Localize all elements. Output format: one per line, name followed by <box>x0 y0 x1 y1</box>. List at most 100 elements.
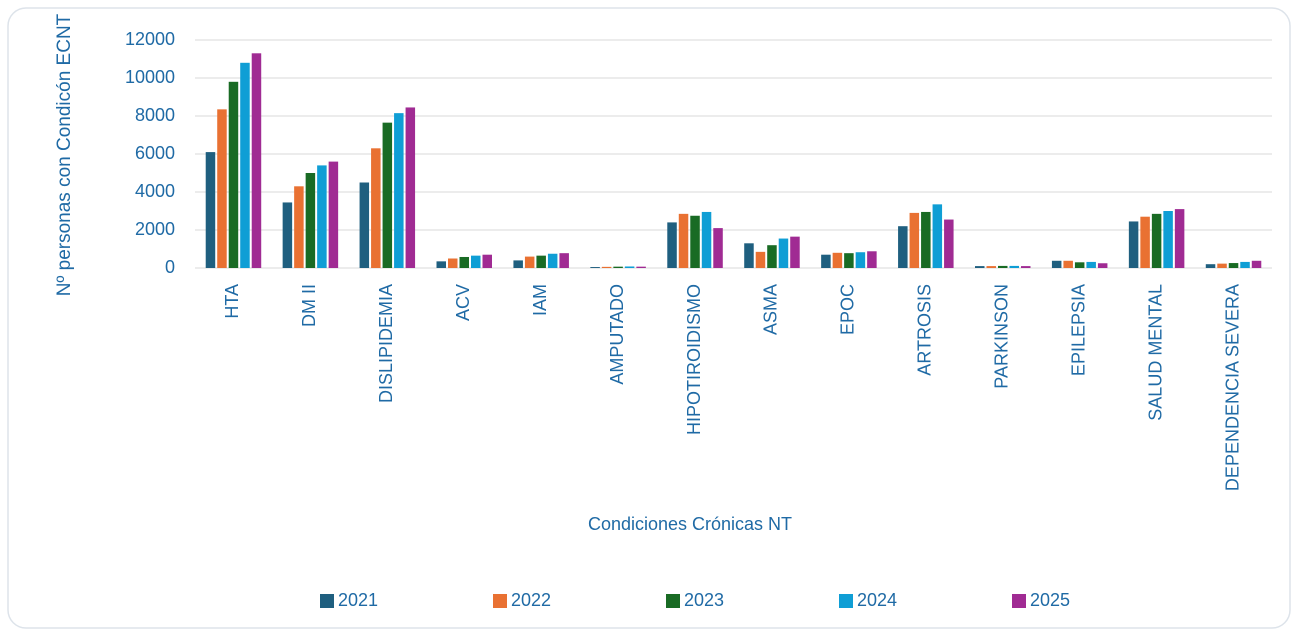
bar <box>524 256 535 268</box>
bar <box>613 266 623 268</box>
bar <box>282 202 293 268</box>
x-tick-label: ARTROSIS <box>915 284 935 376</box>
y-tick-label: 8000 <box>135 105 175 125</box>
x-tick-label: DISLIPIDEMIA <box>376 284 396 403</box>
bar <box>844 253 854 268</box>
bar <box>240 62 250 268</box>
bar <box>790 236 800 268</box>
x-tick-label: HTA <box>222 284 242 319</box>
bar <box>405 107 416 268</box>
bar <box>1063 260 1073 268</box>
bar <box>1021 266 1031 268</box>
bar <box>855 252 866 268</box>
bar <box>755 251 766 268</box>
bar <box>459 256 469 268</box>
y-tick-label: 0 <box>165 257 175 277</box>
bar <box>590 267 600 268</box>
bar <box>1217 263 1227 268</box>
bar <box>1163 211 1173 268</box>
bar <box>690 215 700 268</box>
bar <box>205 152 216 268</box>
x-tick-label: DM II <box>299 284 319 327</box>
x-tick-label: SALUD MENTAL <box>1145 284 1165 421</box>
legend-label: 2022 <box>511 590 551 610</box>
bar <box>482 254 492 268</box>
bar <box>636 266 646 268</box>
legend-swatch <box>320 594 334 608</box>
x-tick-label: AMPUTADO <box>607 284 627 385</box>
bar <box>317 165 327 268</box>
bar <box>513 260 523 268</box>
bar <box>305 173 316 268</box>
legend-label: 2021 <box>338 590 378 610</box>
bar <box>1074 262 1085 268</box>
bar <box>701 211 712 268</box>
bar <box>667 222 677 268</box>
bar <box>975 266 985 268</box>
y-tick-label: 6000 <box>135 143 175 163</box>
x-tick-label: HIPOTIROIDISMO <box>684 284 704 435</box>
bar <box>559 253 569 268</box>
bar <box>1251 260 1262 268</box>
y-tick-label: 4000 <box>135 181 175 201</box>
bar <box>471 255 481 268</box>
bar <box>1205 264 1216 268</box>
bar <box>713 228 723 268</box>
legend-swatch <box>666 594 680 608</box>
bar <box>1051 260 1062 268</box>
bar <box>1009 265 1019 268</box>
bar <box>867 251 877 268</box>
bar <box>998 265 1008 268</box>
x-tick-label: ACV <box>453 284 473 321</box>
x-tick-label: ASMA <box>761 284 781 335</box>
x-tick-label: PARKINSON <box>992 284 1012 389</box>
card-border <box>7 7 1291 629</box>
bar <box>624 266 635 268</box>
bar <box>601 266 612 268</box>
bar <box>251 53 262 268</box>
bar <box>1128 221 1139 268</box>
bar <box>328 161 339 268</box>
bar <box>832 252 843 268</box>
x-tick-label: DEPENDENCIA SEVERA <box>1222 284 1242 491</box>
legend-label: 2024 <box>857 590 897 610</box>
bar <box>932 204 943 268</box>
bar <box>678 213 689 268</box>
x-tick-label: EPILEPSIA <box>1068 284 1088 376</box>
bar <box>898 226 908 268</box>
y-tick-label: 2000 <box>135 219 175 239</box>
legend-label: 2023 <box>684 590 724 610</box>
y-axis-title: Nº personas con Condicón ECNT <box>54 13 75 297</box>
bar <box>778 238 789 268</box>
bar <box>767 245 777 268</box>
x-tick-label: IAM <box>530 284 550 316</box>
bar <box>294 186 304 268</box>
bar <box>547 253 558 268</box>
bar <box>1097 263 1108 268</box>
legend-label: 2025 <box>1030 590 1070 610</box>
x-axis-title: Condiciones Crónicas NT <box>588 514 792 534</box>
bar <box>1240 261 1250 268</box>
bar <box>744 243 754 268</box>
bar <box>1086 261 1096 268</box>
y-tick-label: 12000 <box>125 29 175 49</box>
bar <box>1140 216 1150 268</box>
bar <box>394 113 404 269</box>
bar <box>921 211 931 268</box>
legend-swatch <box>839 594 853 608</box>
x-tick-label: EPOC <box>838 284 858 335</box>
y-tick-label: 10000 <box>125 67 175 87</box>
bar <box>359 182 370 268</box>
bar <box>909 212 920 268</box>
bar <box>448 258 458 268</box>
legend-swatch <box>1012 594 1026 608</box>
bar <box>382 122 393 269</box>
bar <box>228 81 239 268</box>
bar <box>217 109 227 268</box>
bar <box>1151 213 1162 268</box>
bar <box>986 266 996 268</box>
bar <box>944 219 954 268</box>
bar <box>536 255 546 268</box>
